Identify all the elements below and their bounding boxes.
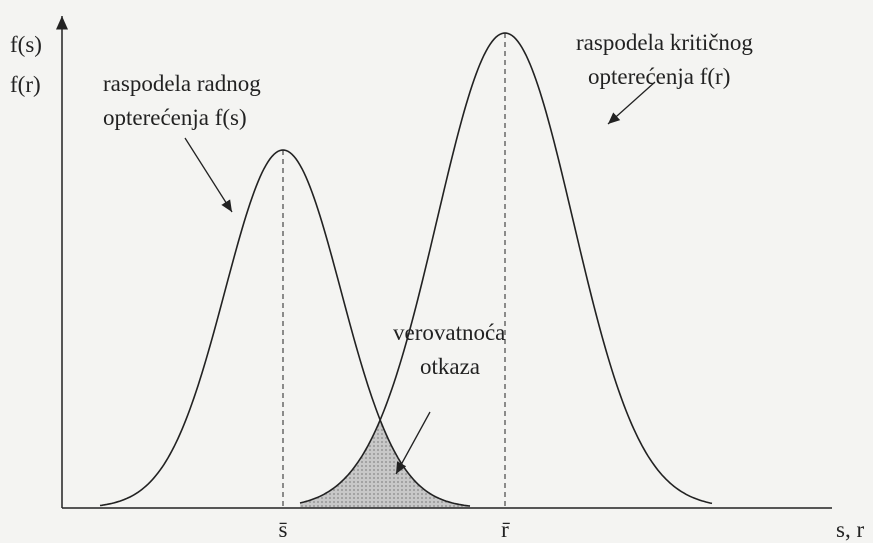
mean-label: r̄ <box>501 517 510 542</box>
curve-r <box>299 32 713 505</box>
y-label: f(s) <box>10 32 42 57</box>
arrow-r <box>607 81 656 125</box>
arrow-overlap <box>395 411 431 475</box>
overlap-label: otkaza <box>420 354 480 379</box>
curve-label: opterećenja f(s) <box>103 105 247 130</box>
mean-label: s̄ <box>279 517 288 542</box>
y-label: f(r) <box>10 72 41 97</box>
curve-label: raspodela radnog <box>103 71 261 96</box>
curve-label: raspodela kritičnog <box>576 30 753 55</box>
x-label: s, r <box>836 517 864 542</box>
failure-region <box>300 420 470 508</box>
arrow-s <box>184 137 233 213</box>
curve-label: opterećenja f(r) <box>588 64 730 89</box>
curve-s <box>99 149 471 507</box>
overlap-label: verovatnoća <box>393 320 505 345</box>
